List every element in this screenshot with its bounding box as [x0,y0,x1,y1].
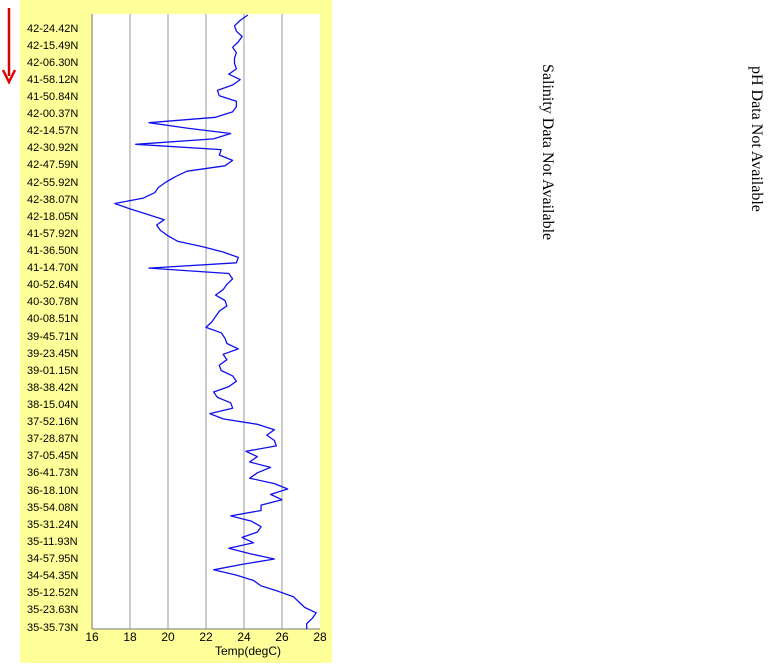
y-tick-label: 38-38.42N [27,381,79,394]
y-tick-label: 37-28.87N [27,433,79,446]
y-tick-label: 42-14.57N [27,125,79,138]
y-tick-label: 42-18.05N [27,210,79,223]
y-tick-label: 37-05.45N [27,450,79,463]
x-tick-label: 28 [313,630,327,644]
y-tick-label: 34-57.95N [27,553,79,566]
y-tick-label: 35-31.24N [27,518,79,531]
salinity-unavailable-note: Salinity Data Not Available [539,64,556,241]
ph-unavailable-note: pH Data Not Available [748,66,765,212]
x-tick-label: 18 [123,630,137,644]
x-tick-label: 20 [161,630,175,644]
y-tick-label: 36-41.73N [27,467,79,480]
x-axis-label: Temp(degC) [215,644,281,658]
y-tick-label: 35-54.08N [27,501,79,514]
y-tick-label: 42-00.37N [27,108,79,121]
y-tick-label: 37-52.16N [27,416,79,429]
y-tick-label: 41-57.92N [27,227,79,240]
y-tick-label: 36-18.10N [27,484,79,497]
down-arrow-icon [1,8,17,85]
y-tick-label: 40-08.51N [27,313,79,326]
y-tick-label: 42-55.92N [27,176,79,189]
y-tick-label: 34-54.35N [27,570,79,583]
temperature-series-line [114,14,317,629]
y-tick-label: 41-14.70N [27,262,79,275]
x-tick-label: 24 [237,630,251,644]
y-tick-label: 38-15.04N [27,399,79,411]
y-tick-label: 35-11.93N [27,535,78,548]
y-tick-label: 42-15.49N [27,39,79,52]
y-tick-label: 42-24.42N [27,22,79,35]
y-tick-label: 35-35.73N [27,621,79,634]
y-tick-label: 39-23.45N [27,347,79,360]
y-tick-label: 40-30.78N [27,296,79,309]
y-tick-label: 42-38.07N [27,193,79,206]
y-tick-label: 39-45.71N [27,330,79,343]
y-tick-label: 41-58.12N [27,73,79,86]
y-tick-label: 42-06.30N [27,56,79,69]
y-tick-label: 35-23.63N [27,604,79,617]
x-tick-label: 26 [275,630,289,644]
y-tick-label: 35-12.52N [27,587,79,600]
x-tick-label: 22 [199,630,213,644]
x-tick-label: 16 [85,630,99,644]
y-tick-label: 42-30.92N [27,142,79,155]
y-tick-label: 41-50.84N [27,90,79,103]
y-tick-label: 42-47.59N [27,159,79,172]
y-tick-label: 40-52.64N [27,279,79,292]
y-tick-label: 39-01.15N [27,364,79,377]
y-tick-label: 41-36.50N [27,244,79,257]
